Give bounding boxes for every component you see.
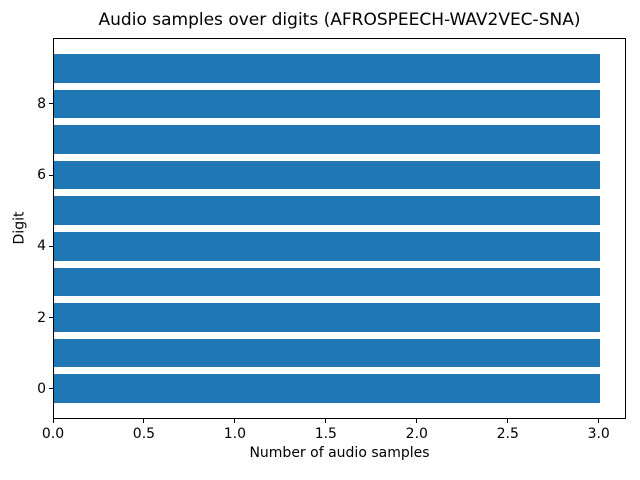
bar-digit-4 xyxy=(54,232,600,261)
x-tick-label: 2.0 xyxy=(405,426,428,442)
bar-digit-5 xyxy=(54,196,600,225)
x-tick-mark xyxy=(416,419,418,423)
bar-digit-6 xyxy=(54,160,600,190)
y-tick-label: 4 xyxy=(37,238,46,255)
y-tick-label: 0 xyxy=(37,380,46,397)
bar-digit-0 xyxy=(54,374,600,403)
y-tick-label: 8 xyxy=(37,95,46,112)
bar-digit-2 xyxy=(54,303,600,332)
bar-digit-9 xyxy=(54,54,600,83)
y-tick-mark xyxy=(49,174,53,176)
y-tick-label: 2 xyxy=(37,309,46,326)
x-tick-mark xyxy=(143,419,145,423)
y-axis-label: Digit xyxy=(11,211,28,245)
x-tick-label: 1.0 xyxy=(223,426,247,442)
x-tick-mark xyxy=(598,419,600,423)
bar-digit-8 xyxy=(54,89,600,119)
x-tick-mark xyxy=(507,419,509,423)
x-axis-label: Number of audio samples xyxy=(249,445,430,461)
y-tick-mark xyxy=(49,317,53,319)
x-tick-label: 0.5 xyxy=(132,426,156,442)
y-tick-mark xyxy=(49,388,53,390)
y-tick-mark xyxy=(49,245,53,247)
bar-digit-1 xyxy=(54,338,600,368)
x-tick-label: 1.5 xyxy=(314,426,337,442)
x-tick-mark xyxy=(234,419,236,423)
chart-title: Audio samples over digits (AFROSPEECH-WA… xyxy=(98,10,581,30)
x-tick-label: 0.0 xyxy=(41,426,65,442)
plot-area xyxy=(53,38,626,419)
y-tick-label: 6 xyxy=(37,167,46,184)
y-tick-mark xyxy=(49,103,53,105)
bar-digit-7 xyxy=(54,125,600,154)
x-tick-mark xyxy=(52,419,54,423)
x-tick-label: 2.5 xyxy=(496,426,519,442)
bar-digit-3 xyxy=(54,267,600,297)
x-tick-mark xyxy=(325,419,327,423)
x-tick-label: 3.0 xyxy=(587,426,610,442)
